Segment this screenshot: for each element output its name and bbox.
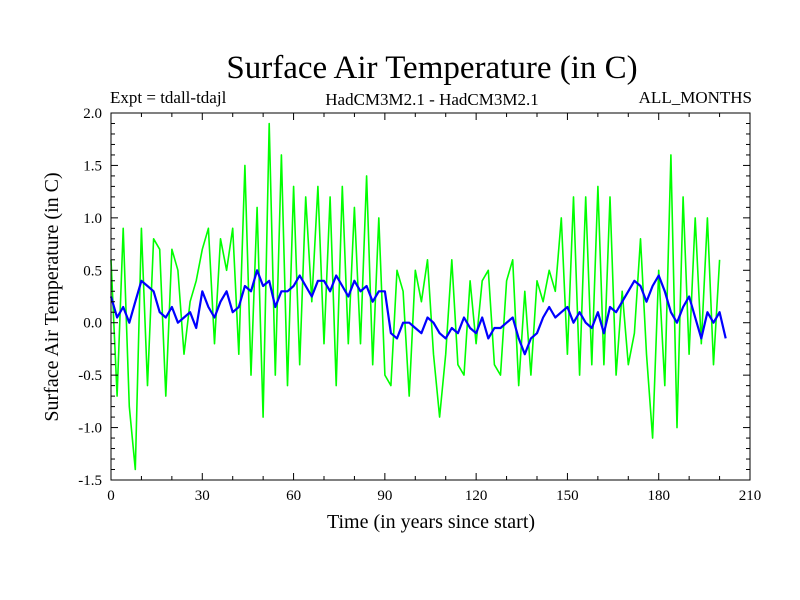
y-tick-label-1: 1.0: [83, 211, 102, 227]
series-line-smoothed: [109, 269, 727, 356]
tick-layer: 0 30 60 90 120 150 180 210 -1.5 -1.0 -0.5 0.0 0.5 1.0…: [78, 106, 761, 504]
model-label: HadCM3M2.1 - HadCM3M2.1: [325, 90, 538, 109]
x-tick-label-0: 0: [107, 488, 115, 504]
y-tick-label-0.5: 0.5: [83, 263, 102, 279]
x-tick-label-180: 180: [647, 488, 670, 504]
x-tick-label-60: 60: [286, 488, 301, 504]
x-tick-label-30: 30: [195, 488, 210, 504]
experiment-label: Expt = tdall-tdajl: [110, 88, 227, 107]
series-layer: [109, 122, 727, 471]
y-tick-label--1.5: -1.5: [78, 473, 102, 489]
x-tick-label-150: 150: [556, 488, 579, 504]
x-tick-label-90: 90: [377, 488, 392, 504]
y-tick-label-2: 2.0: [83, 106, 102, 122]
y-tick-label-0: 0.0: [83, 316, 102, 332]
x-tick-label-210: 210: [739, 488, 762, 504]
y-tick-label--0.5: -0.5: [78, 368, 102, 384]
x-tick-label-120: 120: [465, 488, 488, 504]
months-label: ALL_MONTHS: [639, 88, 752, 107]
x-axis-label: Time (in years since start): [327, 511, 535, 533]
y-tick-label-1.5: 1.5: [83, 158, 102, 174]
plot-frame: [110, 112, 751, 481]
y-axis-label: Surface Air Temperature (in C): [41, 172, 63, 421]
series-line-monthly-anomaly: [110, 122, 721, 471]
chart-title: Surface Air Temperature (in C): [226, 50, 637, 86]
y-tick-label--1: -1.0: [78, 421, 102, 437]
